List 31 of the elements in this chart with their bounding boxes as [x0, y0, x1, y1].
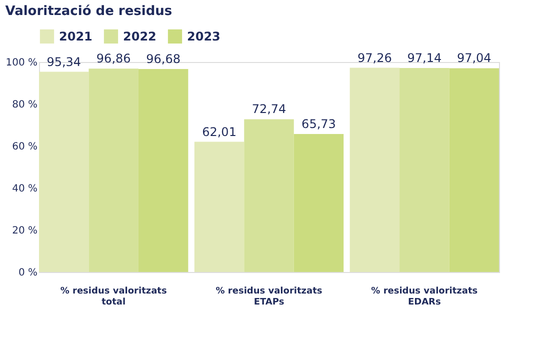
y-tick-label: 60 %	[12, 142, 38, 152]
legend-label: 2023	[187, 29, 220, 44]
y-tick-label: 100 %	[6, 58, 38, 68]
bar	[39, 72, 89, 272]
data-label: 95,34	[46, 54, 82, 69]
data-label: 65,73	[302, 116, 336, 131]
data-label: 97,14	[407, 51, 442, 66]
data-label: 62,01	[202, 124, 236, 139]
data-label: 72,74	[252, 102, 286, 116]
legend-label: 2021	[59, 29, 92, 44]
y-tick-label: 80 %	[12, 100, 38, 110]
bar	[449, 68, 499, 272]
data-label: 97,26	[357, 50, 392, 65]
bar	[294, 134, 344, 272]
bar	[400, 68, 450, 272]
x-tick-label: % residus valoritzats ETAPs	[216, 286, 322, 308]
data-label: 96,68	[146, 52, 181, 66]
bar	[88, 68, 138, 272]
bar	[138, 68, 188, 272]
data-label: 96,86	[96, 52, 131, 66]
x-tick-label: % residus valoritzats total	[60, 286, 167, 308]
y-tick-label: 0 %	[18, 268, 38, 278]
y-tick-label: 40 %	[12, 184, 38, 194]
bar	[244, 119, 294, 272]
y-tick-label: 20 %	[12, 226, 38, 236]
bar	[194, 142, 244, 272]
x-tick-label: % residus valoritzats EDARs	[371, 286, 478, 308]
chart-title: Valorització de residus	[5, 4, 172, 19]
legend-label: 2022	[123, 29, 156, 44]
bar	[350, 68, 400, 272]
data-label: 97,04	[456, 51, 492, 66]
